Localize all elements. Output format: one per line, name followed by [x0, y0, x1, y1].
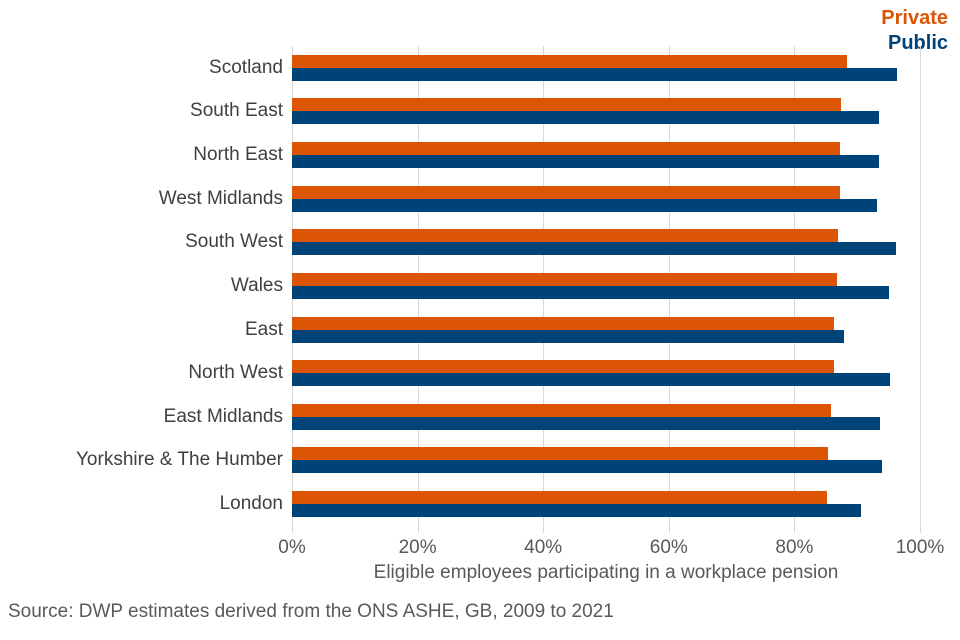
bar-public [292, 504, 861, 518]
bar-public [292, 373, 891, 387]
source-note: Source: DWP estimates derived from the O… [8, 601, 614, 622]
category-label: East [244, 318, 283, 340]
bar-private [292, 54, 848, 68]
bar-private [292, 360, 834, 374]
x-tick-label: 20% [398, 537, 437, 558]
category-label: Scotland [209, 56, 283, 78]
x-tick-label: 60% [649, 537, 688, 558]
bar-private [292, 229, 839, 243]
category-label: West Midlands [158, 187, 283, 209]
x-axis-title: Eligible employees participating in a wo… [373, 562, 839, 583]
bar-group [292, 54, 920, 81]
bar-group [292, 142, 920, 169]
bar-public [292, 460, 882, 474]
bar-public [292, 416, 880, 430]
x-axis-ticks: 0% 20% 40% 60% 80% 100% [278, 537, 944, 561]
x-tick-label: 40% [524, 537, 563, 558]
bar-public [292, 242, 896, 256]
bar-group [292, 229, 920, 256]
bar-group [292, 360, 920, 387]
x-tick-label: 0% [278, 537, 306, 558]
x-tick-label: 100% [895, 537, 945, 558]
category-label: East Midlands [163, 405, 283, 427]
legend-private-label: Private [881, 7, 948, 29]
bar-private [292, 98, 841, 112]
bar-public [292, 155, 879, 169]
category-label: South East [190, 100, 283, 122]
bar-group [292, 316, 920, 343]
category-label: North East [193, 144, 283, 166]
chart-legend: Private Public [881, 6, 948, 56]
x-tick-label: 80% [775, 537, 814, 558]
bar-public [292, 329, 844, 343]
category-axis: Scotland South East North East West Midland… [0, 46, 283, 526]
bar-group [292, 185, 920, 212]
category-label: North West [188, 362, 283, 384]
bar-group [292, 447, 920, 474]
category-label: Wales [230, 274, 283, 296]
bar-public [292, 111, 879, 125]
bar-private [292, 491, 828, 505]
bar-private [292, 403, 831, 417]
category-label: London [219, 493, 283, 515]
bar-public [292, 285, 890, 299]
bar-private [292, 272, 838, 286]
bar-group [292, 98, 920, 125]
legend-public-label: Public [887, 32, 948, 54]
bar-public [292, 67, 897, 81]
category-label: Yorkshire & The Humber [76, 449, 283, 471]
bar-private [292, 447, 829, 461]
bar-private [292, 142, 841, 156]
bar-group [292, 272, 920, 299]
bar-group [292, 491, 920, 518]
gridline [920, 46, 921, 533]
bar-private [292, 185, 840, 199]
category-label: South West [185, 231, 283, 253]
bar-series-area [292, 46, 920, 526]
bar-public [292, 198, 877, 212]
bar-private [292, 316, 834, 330]
bar-group [292, 403, 920, 430]
